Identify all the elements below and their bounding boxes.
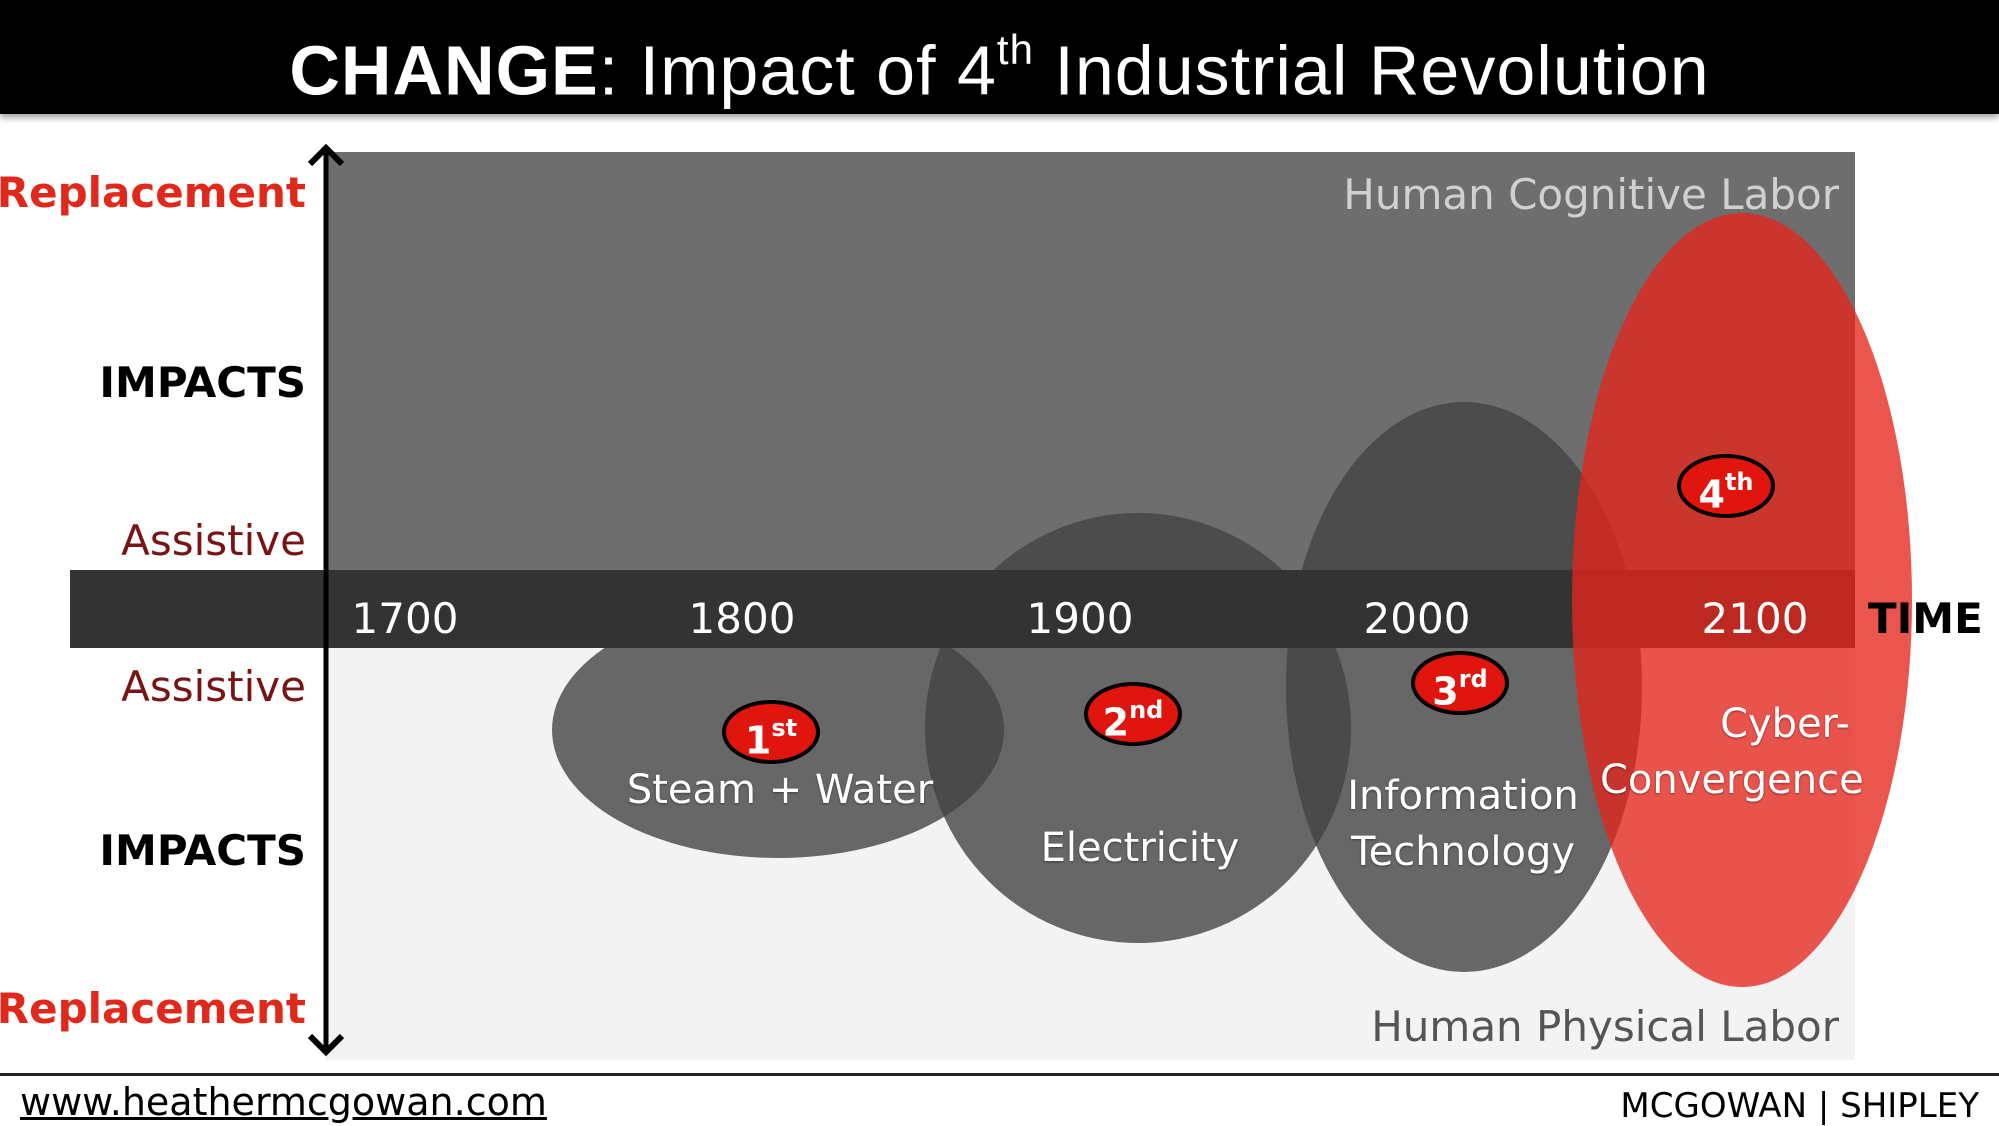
bottom-assistive-label: Assistive — [121, 662, 306, 711]
era-label-information-technology: Information Technology — [1318, 768, 1608, 880]
title-main: : Impact of 4 — [598, 31, 997, 110]
badge-1st-sup: st — [771, 714, 798, 742]
footer-website-link[interactable]: www.heathermcgowan.com — [20, 1080, 547, 1124]
year-1900: 1900 — [1026, 594, 1134, 643]
badge-3rd-sup: rd — [1458, 665, 1488, 693]
top-assistive-label: Assistive — [121, 516, 306, 565]
year-2100: 2100 — [1701, 594, 1809, 643]
year-2000: 2000 — [1363, 594, 1471, 643]
era-label-electricity: Electricity — [1040, 825, 1240, 871]
era-label-cc-line2: Convergence — [1600, 757, 1864, 803]
ellipse-cyber-convergence — [1572, 213, 1912, 987]
cognitive-labor-label: Human Cognitive Labor — [1343, 170, 1839, 219]
year-1700: 1700 — [351, 594, 459, 643]
badge-2nd: 2nd — [1084, 682, 1182, 746]
era-label-cyber-convergence: Cyber- Convergence — [1600, 696, 1864, 808]
footer-divider — [0, 1073, 1999, 1076]
physical-labor-label: Human Physical Labor — [1371, 1002, 1839, 1051]
title-sup: th — [996, 26, 1034, 73]
footer-brand: MCGOWAN | SHIPLEY — [1620, 1086, 1979, 1126]
year-1800: 1800 — [688, 594, 796, 643]
bottom-impacts-label: IMPACTS — [99, 826, 306, 875]
top-impacts-label: IMPACTS — [99, 358, 306, 407]
badge-4th: 4th — [1677, 454, 1775, 518]
time-axis-label: TIME — [1868, 594, 1983, 643]
era-label-it-line2: Technology — [1350, 829, 1576, 875]
era-label-it-line1: Information — [1347, 773, 1579, 819]
badge-3rd-num: 3 — [1432, 669, 1459, 714]
badge-1st-num: 1 — [744, 718, 772, 763]
era-label-cc-line1: Cyber- — [1720, 701, 1850, 747]
timeline-band — [70, 570, 1855, 648]
badge-4th-num: 4 — [1698, 472, 1725, 517]
title-tail: Industrial Revolution — [1033, 31, 1710, 110]
era-label-steam-water: Steam + Water — [626, 767, 934, 813]
badge-4th-sup: th — [1724, 468, 1754, 496]
bottom-replacement-label: Replacement — [0, 984, 306, 1033]
badge-2nd-num: 2 — [1102, 700, 1130, 745]
badge-3rd: 3rd — [1411, 651, 1509, 715]
page-title: CHANGE: Impact of 4th Industrial Revolut… — [0, 14, 1999, 112]
title-bar: CHANGE: Impact of 4th Industrial Revolut… — [0, 0, 1999, 114]
title-bold: CHANGE — [289, 31, 599, 110]
badge-1st: 1st — [722, 700, 820, 764]
top-replacement-label: Replacement — [0, 168, 306, 217]
badge-2nd-sup: nd — [1129, 696, 1164, 724]
